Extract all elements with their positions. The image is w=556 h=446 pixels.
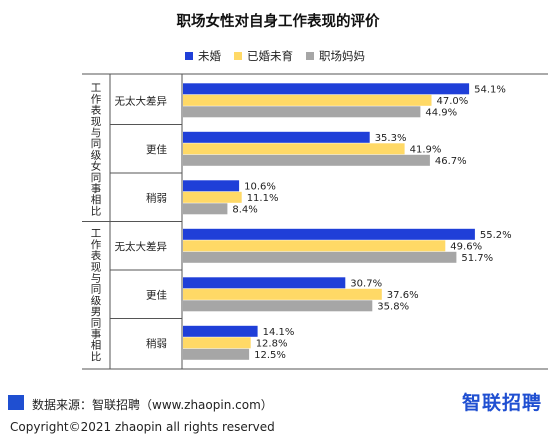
bar xyxy=(183,180,240,192)
data-label: 41.9% xyxy=(410,144,442,155)
bar xyxy=(183,288,382,300)
category-label: 更佳 xyxy=(146,288,167,301)
group-label: 工作表现与同级女同事相比 xyxy=(91,82,102,217)
category-label: 更佳 xyxy=(146,143,167,156)
data-label: 30.7% xyxy=(350,278,382,289)
category-label: 无太大差异 xyxy=(115,94,168,107)
data-label: 14.1% xyxy=(263,327,295,338)
data-label: 51.7% xyxy=(461,253,493,264)
copyright: Copyright©2021 zhaopin all rights reserv… xyxy=(10,420,275,434)
data-label: 47.0% xyxy=(437,96,469,107)
data-label: 12.8% xyxy=(256,338,288,349)
data-source: 数据来源：智联招聘（www.zhaopin.com） xyxy=(32,398,273,412)
bar xyxy=(183,251,457,263)
bar xyxy=(183,191,242,203)
data-label: 35.8% xyxy=(377,301,409,312)
group-label: 工作表现与同级男同事相比 xyxy=(91,228,102,363)
data-label: 55.2% xyxy=(480,230,512,241)
data-label: 46.7% xyxy=(435,156,467,167)
data-label: 35.3% xyxy=(375,133,407,144)
chart-title: 职场女性对自身工作表现的评价 xyxy=(177,12,380,30)
bar xyxy=(183,348,250,360)
zhaopin-logo: 智联招聘 xyxy=(461,392,542,414)
category-label: 稍弱 xyxy=(146,337,167,350)
bar xyxy=(183,83,470,95)
bar xyxy=(183,337,251,349)
data-label: 54.1% xyxy=(474,84,506,95)
data-label: 8.4% xyxy=(232,204,257,215)
category-label: 无太大差异 xyxy=(115,240,168,253)
bars xyxy=(183,83,475,360)
legend-label: 未婚 xyxy=(198,49,221,63)
bar xyxy=(183,300,373,312)
bar xyxy=(183,325,258,337)
bar xyxy=(183,277,346,289)
bar xyxy=(183,154,430,166)
legend-label: 职场妈妈 xyxy=(319,49,365,63)
bar xyxy=(183,228,475,240)
data-label: 37.6% xyxy=(387,290,419,301)
bar xyxy=(183,106,421,118)
data-label: 12.5% xyxy=(254,350,286,361)
source-marker xyxy=(8,395,24,410)
value-labels: 54.1% 47.0%44.9% 35.3%41.9%46.7% 10.6%11.1%… xyxy=(232,84,512,361)
legend-swatch xyxy=(234,52,242,60)
legend-swatch xyxy=(185,52,193,60)
legend: 未婚 已婚未育 职场妈妈 xyxy=(185,49,365,63)
data-label: 44.9% xyxy=(425,107,457,118)
data-label: 49.6% xyxy=(450,241,482,252)
bar xyxy=(183,203,228,215)
legend-swatch xyxy=(306,52,314,60)
axes-frame xyxy=(82,73,548,370)
bar xyxy=(183,94,432,106)
category-label: 稍弱 xyxy=(146,191,167,204)
bar xyxy=(183,143,405,155)
data-label: 11.1% xyxy=(247,193,279,204)
bar xyxy=(183,131,370,143)
legend-label: 已婚未育 xyxy=(247,49,293,63)
data-label: 10.6% xyxy=(244,181,276,192)
chart: 职场女性对自身工作表现的评价 未婚 已婚未育 职场妈妈 工作表现与同级女同事相比工作… xyxy=(82,12,548,370)
bar xyxy=(183,240,446,252)
